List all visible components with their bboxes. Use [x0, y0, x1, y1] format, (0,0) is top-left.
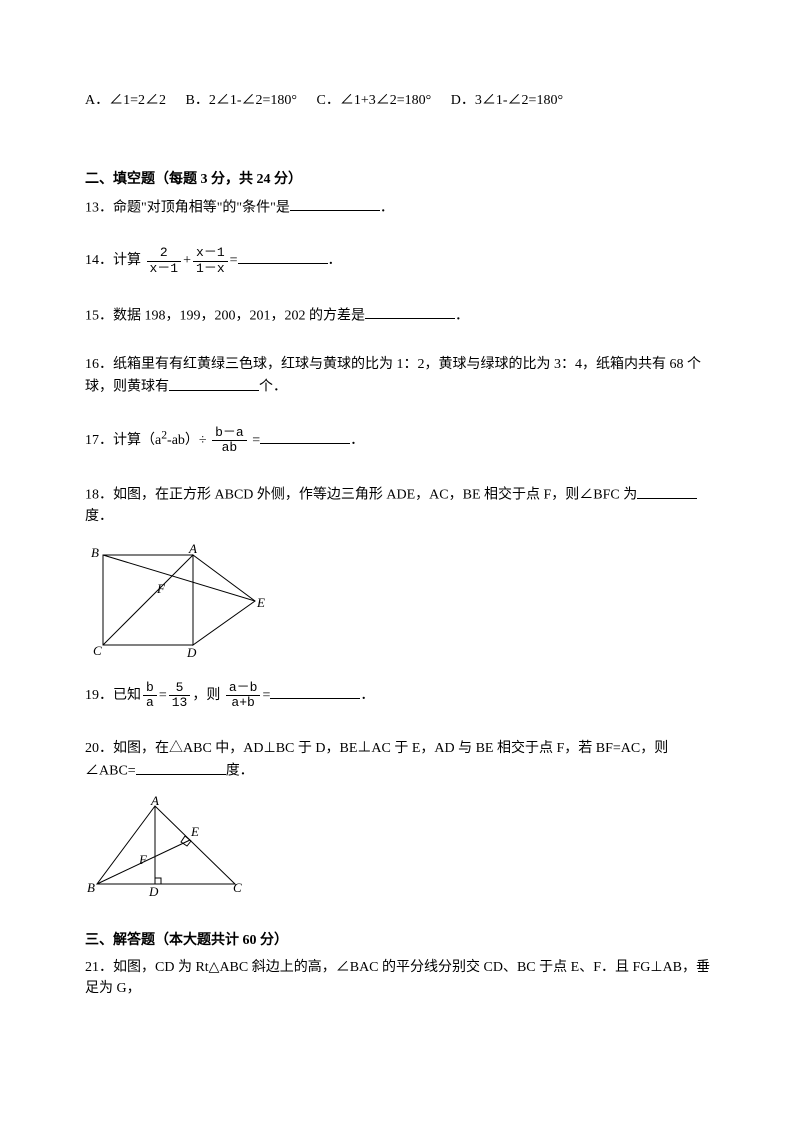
q16-num: 16．: [85, 357, 113, 372]
frac-num: b: [143, 681, 157, 696]
q12-option-c: C．∠1+3∠2=180°: [317, 93, 432, 108]
label-b: B: [87, 880, 95, 895]
q19-eq1: =: [159, 688, 167, 703]
q18-text-a: 如图，在正方形 ABCD 外侧，作等边三角形 ADE，AC，BE 相交于点 F，…: [113, 488, 637, 503]
q13-period: ．: [380, 200, 394, 215]
q19-label: 已知: [113, 688, 141, 703]
frac-num: a－b: [226, 681, 261, 696]
q17-num: 17．: [85, 433, 113, 448]
frac-den: a: [143, 696, 157, 710]
label-d: D: [148, 884, 159, 896]
q19-comma: ，则: [192, 688, 220, 703]
frac-den: ab: [212, 441, 247, 455]
q12-option-b: B．2∠1-∠2=180°: [186, 93, 298, 108]
label-f: F: [156, 581, 166, 596]
opt-text: ∠1+3∠2=180°: [340, 93, 431, 108]
label-e: E: [190, 824, 199, 839]
q14-blank[interactable]: [238, 249, 328, 264]
q12-options-row: A．∠1=2∠2 B．2∠1-∠2=180° C．∠1+3∠2=180° D．3…: [85, 90, 715, 111]
frac-den: 13: [169, 696, 191, 710]
q20-figure: A B C D E F: [85, 796, 245, 896]
q17-eq: =: [252, 433, 260, 448]
section-2-title: 二、填空题（每题 3 分，共 24 分）: [85, 169, 715, 190]
frac-num: b－a: [212, 426, 247, 441]
q14-frac2: x－11－x: [193, 246, 228, 276]
frac-den: a+b: [226, 696, 261, 710]
label-a: A: [188, 541, 197, 556]
section-3-title: 三、解答题（本大题共计 60 分）: [85, 930, 715, 951]
q16: 16．纸箱里有有红黄绿三色球，红球与黄球的比为 1：2，黄球与绿球的比为 3：4…: [85, 354, 715, 397]
q13-blank[interactable]: [290, 196, 380, 211]
label-c: C: [233, 880, 242, 895]
q13-text: 命题"对顶角相等"的"条件"是: [113, 200, 290, 215]
q19-blank[interactable]: [270, 683, 360, 698]
q21-num: 21．: [85, 960, 113, 975]
q18-figure: A B C D E F: [85, 541, 265, 661]
q21: 21．如图，CD 为 Rt△ABC 斜边上的高，∠BAC 的平分线分别交 CD、…: [85, 957, 715, 999]
q20-blank[interactable]: [136, 759, 226, 774]
label-b: B: [91, 545, 99, 560]
label-a: A: [150, 796, 159, 808]
frac-den: x－1: [147, 262, 182, 276]
q12-option-a: A．∠1=2∠2: [85, 93, 166, 108]
label-e: E: [256, 595, 265, 610]
q19-frac2: 513: [169, 681, 191, 711]
q15-period: ．: [455, 308, 469, 323]
q17-frac: b－aab: [212, 426, 247, 456]
q13-num: 13．: [85, 200, 113, 215]
label-d: D: [186, 645, 197, 660]
opt-letter: D: [451, 93, 461, 108]
q14-num: 14．: [85, 253, 113, 268]
frac-num: 5: [169, 681, 191, 696]
opt-text: 3∠1-∠2=180°: [475, 93, 563, 108]
label-c: C: [93, 643, 102, 658]
q21-text: 如图，CD 为 Rt△ABC 斜边上的高，∠BAC 的平分线分别交 CD、BC …: [85, 960, 710, 996]
q15-blank[interactable]: [365, 304, 455, 319]
q19-period: ．: [360, 688, 374, 703]
q19-frac3: a－ba+b: [226, 681, 261, 711]
q15-num: 15．: [85, 308, 113, 323]
q19-num: 19．: [85, 688, 113, 703]
label-f: F: [138, 852, 148, 867]
q14-eq: =: [230, 253, 238, 268]
q18: 18．如图，在正方形 ABCD 外侧，作等边三角形 ADE，AC，BE 相交于点…: [85, 483, 715, 526]
q20-num: 20．: [85, 741, 113, 756]
q18-num: 18．: [85, 488, 113, 503]
q20: 20．如图，在△ABC 中，AD⊥BC 于 D，BE⊥AC 于 E，AD 与 B…: [85, 738, 715, 781]
q14-label: 计算: [113, 253, 141, 268]
opt-text: ∠1=2∠2: [109, 93, 166, 108]
q17-period: ．: [350, 433, 364, 448]
q15-text: 数据 198，199，200，201，202 的方差是: [113, 308, 365, 323]
q18-text-b: 度．: [85, 509, 113, 524]
q13: 13．命题"对顶角相等"的"条件"是 ．: [85, 196, 715, 218]
q18-blank[interactable]: [637, 483, 697, 498]
q17-label: 计算（a: [113, 433, 161, 448]
q16-blank[interactable]: [169, 375, 259, 390]
q14-plus: +: [183, 253, 191, 268]
q19-eq2: =: [262, 688, 270, 703]
q14-frac1: 2x－1: [147, 246, 182, 276]
opt-letter: A: [85, 93, 95, 108]
q19-frac1: ba: [143, 681, 157, 711]
q16-text-b: 个．: [259, 380, 287, 395]
frac-num: x－1: [193, 246, 228, 261]
q19: 19．已知ba=513，则 a－ba+b=．: [85, 681, 715, 711]
q17-blank[interactable]: [260, 428, 350, 443]
q12-option-d: D．3∠1-∠2=180°: [451, 93, 563, 108]
frac-num: 2: [147, 246, 182, 261]
q20-text-b: 度．: [226, 764, 254, 779]
q15: 15．数据 198，199，200，201，202 的方差是 ．: [85, 304, 715, 326]
q14-period: ．: [328, 253, 342, 268]
q17: 17．计算（a2-ab）÷ b－aab =．: [85, 426, 715, 456]
q14: 14．计算 2x－1+x－11－x=．: [85, 246, 715, 276]
opt-text: 2∠1-∠2=180°: [209, 93, 297, 108]
frac-den: 1－x: [193, 262, 228, 276]
q17-label2: -ab）÷: [167, 433, 207, 448]
opt-letter: C: [317, 93, 326, 108]
opt-letter: B: [186, 93, 195, 108]
